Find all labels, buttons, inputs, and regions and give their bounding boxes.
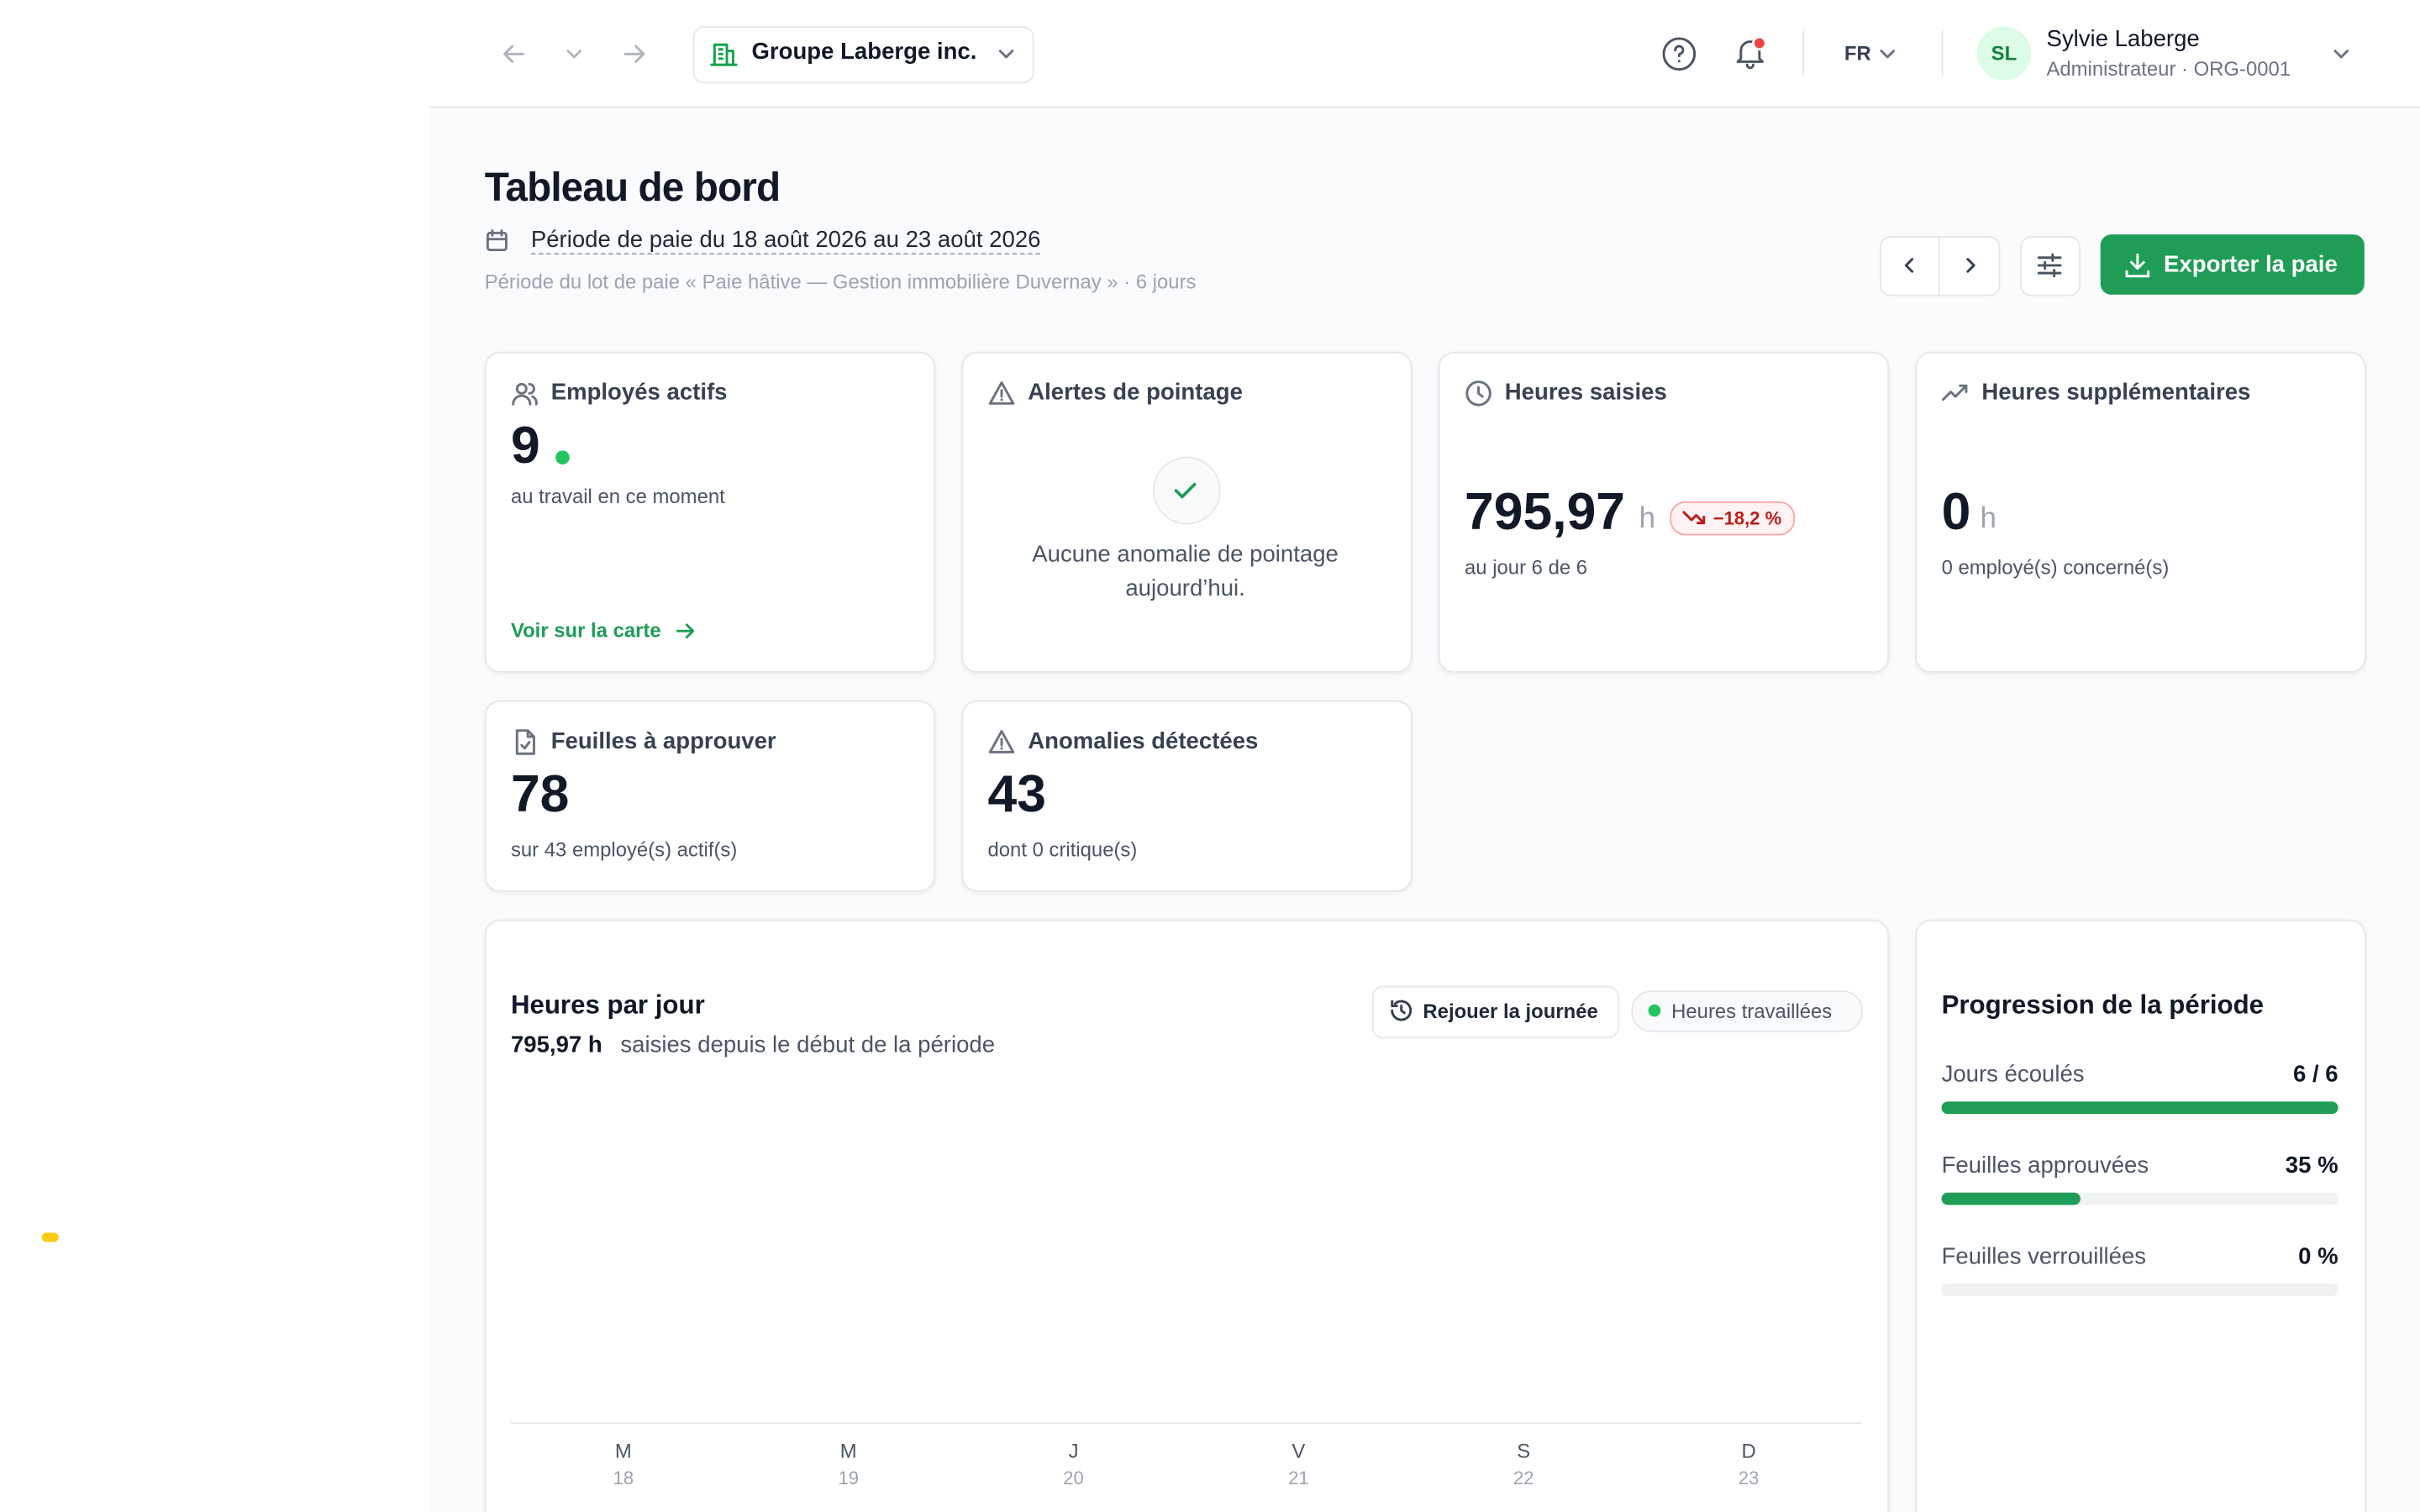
progress-value: 6 / 6 [2292, 1061, 2338, 1088]
divider [1938, 236, 1940, 295]
chart-total: 795,97 h [510, 1032, 602, 1058]
back[interactable] [500, 40, 528, 68]
progress-track [1941, 1284, 2338, 1296]
history-icon [1391, 1000, 1413, 1021]
users-icon [512, 382, 538, 406]
day-letter: S [1517, 1439, 1531, 1463]
export-button[interactable] [2100, 234, 2365, 295]
legend [1631, 990, 1863, 1032]
card [1438, 351, 1890, 673]
divider [1802, 30, 1805, 76]
user-name[interactable]: Sylvie Laberge [2046, 26, 2200, 53]
org-selector[interactable] [692, 26, 1034, 84]
card-value: 0 [1941, 482, 1971, 542]
divider [1941, 30, 1944, 76]
forward[interactable] [620, 40, 648, 68]
chart-total-note: saisies depuis le début de la période [620, 1032, 996, 1058]
card-link[interactable]: Voir sur la carte [510, 618, 661, 643]
clock-icon [1465, 381, 1491, 407]
day-date: 22 [1512, 1467, 1534, 1489]
help[interactable] [1660, 35, 1697, 72]
card-title: Heures supplémentaires [1981, 379, 2251, 407]
live-dot [555, 450, 570, 465]
day-date: 19 [838, 1467, 859, 1489]
card-title: Anomalies détectées [1028, 727, 1259, 755]
card-title: Heures saisies [1504, 379, 1667, 407]
period[interactable]: Période de paie du 18 août 2026 au 23 ao… [530, 226, 1041, 255]
indicator [41, 1232, 59, 1242]
card-value: 78 [510, 765, 570, 824]
progress-bar [1941, 1101, 2338, 1115]
alert-icon [988, 381, 1015, 405]
export-label[interactable]: Exporter la paie [2164, 251, 2338, 278]
day-date: 21 [1288, 1467, 1309, 1489]
download [2125, 253, 2150, 278]
progress-value: 0 % [2298, 1243, 2338, 1270]
alert-icon [988, 730, 1015, 753]
progress-card [1915, 919, 2366, 1512]
day-date: 23 [1738, 1467, 1760, 1489]
card-title: Employés actifs [550, 379, 728, 407]
progress-bar [1941, 1192, 2081, 1205]
card-note: au travail en ce moment [510, 484, 725, 508]
card [484, 700, 936, 892]
card-note: dont 0 critique(s) [987, 837, 1138, 861]
card-note: au jour 6 de 6 [1465, 555, 1588, 579]
day-letter: V [1292, 1439, 1306, 1463]
card-title: Alertes de pointage [1028, 379, 1243, 407]
baseline [510, 1422, 1862, 1425]
card [484, 351, 936, 673]
trend-icon [1941, 384, 1968, 402]
card-title: Feuilles à approuver [550, 727, 776, 755]
day-letter: J [1068, 1439, 1079, 1463]
card-value: 795,97 [1465, 482, 1626, 542]
progress-title: Progression de la période [1941, 990, 2265, 1021]
replay-button[interactable] [1371, 985, 1619, 1039]
file-icon [515, 729, 535, 755]
day-letter: D [1741, 1439, 1756, 1463]
check [1174, 482, 1197, 499]
chevron [1880, 50, 1896, 59]
progress-value: 35 % [2285, 1152, 2338, 1179]
legend-swatch [1648, 1004, 1661, 1017]
chevron [998, 50, 1014, 59]
avatar[interactable]: SL [1976, 26, 2032, 81]
next[interactable] [1960, 255, 1982, 276]
day-letter: M [839, 1439, 857, 1463]
card-note: 0 employé(s) concerné(s) [1941, 555, 2170, 579]
day-date: 18 [613, 1467, 634, 1489]
sidebar [0, 0, 429, 1512]
card-value: 9 [510, 416, 540, 475]
period-note: Période du lot de paie « Paie hâtive — G… [484, 270, 1197, 293]
progress-label: Jours écoulés [1941, 1061, 2085, 1088]
org-icon [710, 43, 738, 66]
org-name[interactable]: Groupe Laberge inc. [751, 38, 977, 66]
user-role: Administrateur · ORG-0001 [2046, 56, 2291, 81]
card [961, 700, 1413, 892]
notifications[interactable] [1732, 34, 1769, 71]
progress-label: Feuilles verrouillées [1941, 1243, 2147, 1270]
chevron[interactable] [2330, 43, 2352, 65]
day-letter: M [614, 1439, 632, 1463]
unit: h [1639, 502, 1656, 536]
previous[interactable] [1898, 255, 1920, 276]
card [1915, 351, 2366, 673]
card-message: Aucune anomalie de pointage aujourd’hui. [1032, 541, 1339, 602]
language[interactable]: FR [1844, 41, 1871, 66]
day-date: 20 [1063, 1467, 1084, 1489]
card-note: sur 43 employé(s) actif(s) [510, 837, 738, 861]
progress-label: Feuilles approuvées [1941, 1152, 2149, 1179]
arrow [676, 623, 695, 639]
trend-down [1682, 511, 1706, 525]
unit: h [1980, 502, 1996, 536]
legend-label: Heures travaillées [1671, 1000, 1833, 1023]
page-title: Tableau de bord [484, 163, 781, 210]
history[interactable] [562, 40, 587, 68]
chart-title: Heures par jour [510, 990, 705, 1021]
filters-icon [2037, 253, 2062, 278]
card-value: 43 [987, 765, 1046, 824]
replay-label[interactable]: Rejouer la journée [1423, 1000, 1598, 1023]
calendar [486, 229, 508, 252]
